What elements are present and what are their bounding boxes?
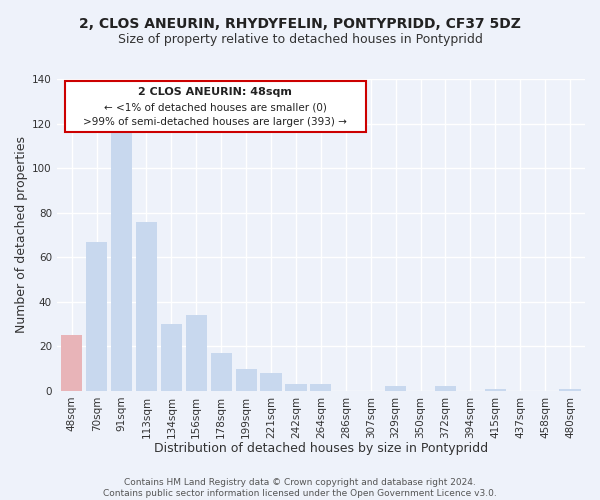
- FancyBboxPatch shape: [65, 80, 366, 132]
- Text: 2, CLOS ANEURIN, RHYDYFELIN, PONTYPRIDD, CF37 5DZ: 2, CLOS ANEURIN, RHYDYFELIN, PONTYPRIDD,…: [79, 18, 521, 32]
- Y-axis label: Number of detached properties: Number of detached properties: [15, 136, 28, 334]
- Bar: [286, 384, 307, 391]
- Bar: [186, 315, 207, 391]
- Bar: [435, 386, 456, 391]
- Text: ← <1% of detached houses are smaller (0): ← <1% of detached houses are smaller (0): [104, 102, 326, 113]
- Text: >99% of semi-detached houses are larger (393) →: >99% of semi-detached houses are larger …: [83, 117, 347, 127]
- Bar: [211, 353, 232, 391]
- Bar: [310, 384, 331, 391]
- Bar: [161, 324, 182, 391]
- X-axis label: Distribution of detached houses by size in Pontypridd: Distribution of detached houses by size …: [154, 442, 488, 455]
- Text: Size of property relative to detached houses in Pontypridd: Size of property relative to detached ho…: [118, 32, 482, 46]
- Bar: [236, 368, 257, 391]
- Bar: [485, 388, 506, 391]
- Bar: [385, 386, 406, 391]
- Text: Contains HM Land Registry data © Crown copyright and database right 2024.
Contai: Contains HM Land Registry data © Crown c…: [103, 478, 497, 498]
- Text: 2 CLOS ANEURIN: 48sqm: 2 CLOS ANEURIN: 48sqm: [139, 87, 292, 97]
- Bar: [86, 242, 107, 391]
- Bar: [260, 373, 281, 391]
- Bar: [559, 388, 581, 391]
- Bar: [136, 222, 157, 391]
- Bar: [111, 128, 132, 391]
- Bar: [61, 335, 82, 391]
